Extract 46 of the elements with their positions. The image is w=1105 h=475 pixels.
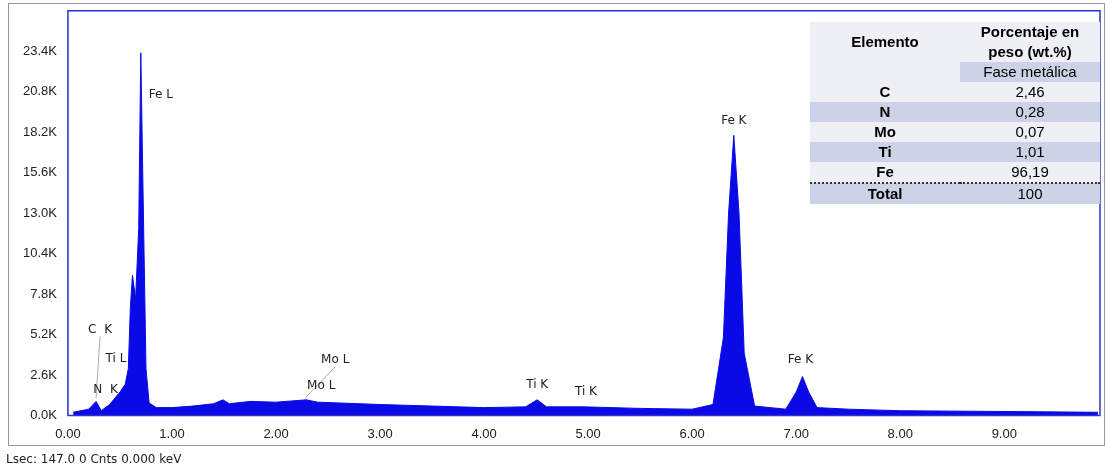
text: Mo — [874, 123, 896, 140]
annotation: C K — [88, 321, 114, 336]
y-tick-label: 13.0K — [22, 204, 58, 220]
x-tick-label: 4.00 — [471, 425, 497, 441]
text: Total — [867, 185, 903, 202]
text: 0,28 — [1015, 103, 1045, 120]
text: 2,46 — [1015, 83, 1045, 100]
annotation: Ti L — [104, 351, 127, 366]
y-tick-label: 7.8K — [30, 285, 58, 301]
text: 0,07 — [1015, 123, 1045, 140]
annotation: Fe K — [787, 351, 815, 366]
annotation: Ti K — [525, 376, 550, 391]
annotation: N K — [93, 381, 119, 396]
annotation: Mo L — [321, 351, 350, 366]
text: 96,19 — [1011, 163, 1049, 180]
x-tick-label: 8.00 — [887, 425, 913, 441]
x-tick-label: 1.00 — [159, 425, 185, 441]
text: C — [879, 83, 891, 100]
text: Fe — [876, 163, 894, 180]
text: Ti — [878, 143, 892, 160]
y-tick-label: 10.4K — [22, 245, 58, 261]
annotation: Fe L — [148, 86, 174, 101]
annotation: Mo L — [307, 377, 336, 392]
x-tick-label: 6.00 — [679, 425, 705, 441]
y-tick-label: 20.8K — [22, 83, 58, 99]
annotation: Ti K — [573, 383, 599, 398]
annotation: Fe K — [721, 113, 748, 128]
text: Porcentaje en peso (wt.%) — [980, 23, 1080, 60]
text: Lsec: 147.0 0 Cnts 0.000 keV — [6, 452, 182, 466]
x-tick-label: 9.00 — [991, 425, 1017, 441]
x-tick-label: 0.00 — [55, 425, 81, 441]
x-tick-label: 2.00 — [263, 425, 289, 441]
text: Elemento — [851, 33, 919, 50]
x-tick-label: 7.00 — [783, 425, 809, 441]
x-tick-label: 5.00 — [575, 425, 601, 441]
x-tick-label: 3.00 — [367, 425, 393, 441]
y-tick-label: 5.2K — [30, 326, 58, 342]
y-tick-label: 0.0K — [30, 406, 58, 422]
text: 100 — [1017, 185, 1043, 202]
y-tick-label: 2.6K — [30, 366, 58, 382]
y-tick-label: 23.4K — [22, 42, 58, 58]
y-tick-label: 15.6K — [22, 164, 58, 180]
y-tick-label: 18.2K — [22, 123, 58, 139]
text: Fase metálica — [983, 63, 1077, 80]
text: N — [879, 103, 891, 120]
text: 1,01 — [1015, 143, 1045, 160]
